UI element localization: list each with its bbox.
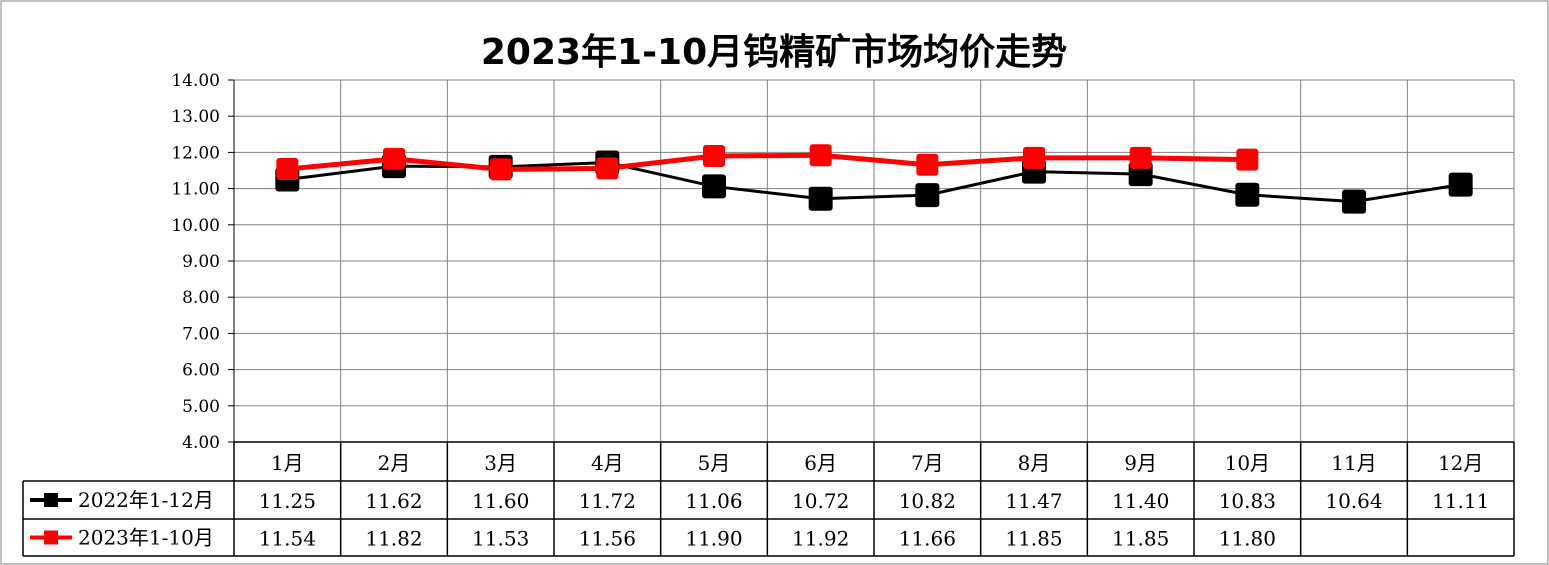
- data-table: 1月 2月 3月 4月 5月 6月 7月 8月 9月 10月 11月 12月 2022年1-12月 11.…: [22, 441, 1515, 557]
- data-point-marker: [276, 158, 299, 181]
- data-value-label: 11.53: [472, 527, 529, 551]
- y-tick-label: 10.00: [171, 216, 220, 236]
- data-value-label: 11.60: [472, 489, 529, 513]
- data-value-label: 11.54: [259, 527, 316, 551]
- y-tick-label: 13.00: [171, 107, 220, 127]
- y-tick-label: 9.00: [182, 252, 220, 272]
- data-point-marker: [809, 144, 832, 167]
- data-value-label: 11.40: [1112, 489, 1169, 513]
- category-label: 8月: [1018, 451, 1051, 475]
- category-label: 5月: [698, 451, 731, 475]
- y-tick-label: 12.00: [171, 143, 220, 163]
- data-point-marker: [383, 147, 405, 170]
- y-tick-label: 7.00: [182, 324, 220, 344]
- data-value-label: 11.90: [685, 527, 742, 551]
- category-label: 4月: [591, 451, 624, 475]
- data-value-label: 11.85: [1005, 527, 1062, 551]
- y-tick-label: 4.00: [182, 433, 220, 453]
- chart-title: 2023年1-10月钨精矿市场均价走势: [481, 32, 1067, 73]
- legend-label: 2023年1-10月: [78, 526, 214, 550]
- legend-marker: [44, 493, 58, 507]
- category-label: 7月: [911, 451, 944, 475]
- data-point-marker: [1129, 146, 1152, 169]
- data-point-marker: [1342, 189, 1366, 214]
- data-value-label: 11.25: [259, 489, 316, 513]
- legend-label: 2022年1-12月: [78, 488, 214, 512]
- data-value-label: 11.92: [792, 527, 849, 551]
- data-value-label: 11.72: [579, 489, 636, 513]
- data-value-label: 10.72: [792, 489, 849, 513]
- data-value-label: 11.62: [365, 489, 422, 513]
- data-point-marker: [1023, 146, 1045, 169]
- data-point-marker: [1235, 182, 1260, 207]
- data-point-marker: [1236, 148, 1259, 171]
- y-tick-label: 11.00: [171, 180, 220, 200]
- data-value-label: 10.64: [1325, 489, 1382, 513]
- category-label: 6月: [804, 451, 837, 475]
- category-label: 12月: [1438, 451, 1483, 475]
- y-axis: 4.00 5.00 6.00 7.00 8.00 9.00 10.00 11.00 12.00 1…: [171, 71, 235, 453]
- data-value-label: 11.85: [1112, 527, 1169, 551]
- data-point-marker: [808, 186, 833, 211]
- data-value-label: 11.11: [1432, 489, 1489, 513]
- data-value-label: 11.56: [579, 527, 636, 551]
- series-1: [276, 144, 1259, 181]
- y-tick-label: 6.00: [182, 361, 220, 381]
- data-point-marker: [489, 158, 512, 181]
- data-point-marker: [915, 183, 940, 208]
- y-tick-label: 8.00: [182, 288, 220, 308]
- data-point-marker: [702, 174, 726, 199]
- data-value-label: 11.82: [365, 527, 422, 551]
- data-value-label: 11.66: [899, 527, 956, 551]
- data-value-label: 11.47: [1005, 489, 1062, 513]
- category-label: 1月: [271, 451, 304, 475]
- series-line: [287, 152, 1248, 172]
- data-point-marker: [916, 153, 939, 176]
- data-point-marker: [596, 157, 619, 180]
- category-label: 11月: [1331, 451, 1376, 475]
- y-tick-label: 14.00: [171, 71, 220, 91]
- data-value-label: 10.83: [1219, 489, 1276, 513]
- series-group: [275, 144, 1473, 214]
- data-point-marker: [703, 145, 725, 168]
- data-value-label: 11.06: [685, 489, 742, 513]
- category-label: 9月: [1124, 451, 1157, 475]
- data-point-marker: [1448, 172, 1473, 197]
- y-tick-label: 5.00: [182, 397, 220, 417]
- category-label: 3月: [484, 451, 517, 475]
- legend-marker: [44, 530, 58, 545]
- category-label: 10月: [1225, 451, 1270, 475]
- data-value-label: 11.80: [1219, 527, 1276, 551]
- data-value-label: 10.82: [899, 489, 956, 513]
- category-label: 2月: [378, 451, 411, 475]
